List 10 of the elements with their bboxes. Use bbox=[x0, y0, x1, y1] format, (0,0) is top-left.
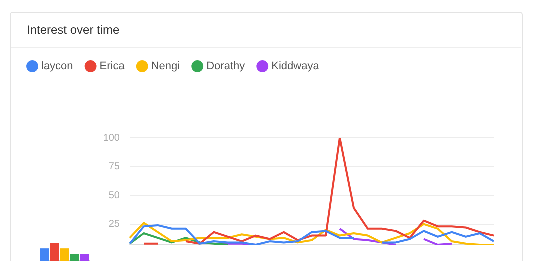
y-tick-label: 75 bbox=[108, 162, 120, 173]
y-tick-label: 100 bbox=[103, 132, 120, 144]
legend-label: Nengi bbox=[151, 60, 180, 73]
y-tick-label: 50 bbox=[108, 190, 120, 202]
legend-label: Erica bbox=[100, 60, 126, 73]
legend-label: Dorathy bbox=[206, 60, 246, 73]
y-tick-label: 25 bbox=[108, 219, 120, 230]
legend-label: Kiddwaya bbox=[272, 60, 320, 73]
chart-title: Interest over time bbox=[27, 23, 120, 37]
legend-label: laycon bbox=[42, 60, 74, 73]
